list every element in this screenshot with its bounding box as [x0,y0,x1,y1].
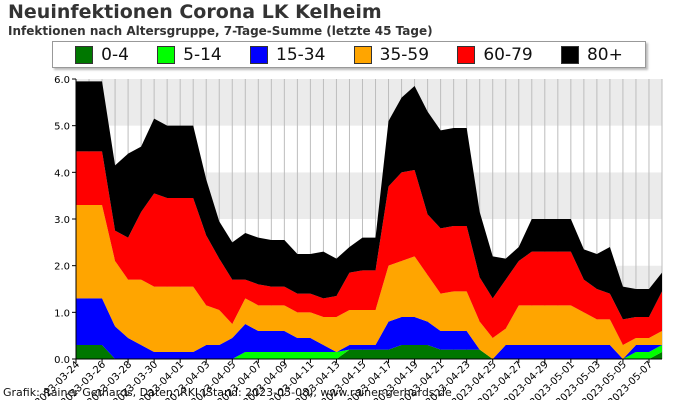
y-tick-labels: 0.0 1.0 2.0 3.0 4.0 5.0 6.0 [54,75,76,366]
legend-swatch-0-4 [75,45,94,64]
legend-swatch-15-34 [250,45,268,64]
area-series-80-plus [76,81,662,320]
legend-item-80-plus: 80+ [560,44,623,65]
legend-item-0-4: 0-4 [75,45,129,65]
chart-subtitle: Infektionen nach Altersgruppe, 7-Tage-Su… [8,24,433,38]
y-tick-label: 2.0 [54,262,70,273]
area-series-0-4 [76,345,662,359]
legend-item-15-34: 15-34 [250,45,325,65]
y-tick-label: 6.0 [54,75,70,86]
y-tick-label: 3.0 [54,215,70,226]
footer-credit: Grafik: Rainer Gerhards, Daten: RKI (Sta… [3,386,452,399]
legend-swatch-60-79 [457,45,476,64]
legend-item-5-14: 5-14 [157,45,222,65]
grid-band [76,79,662,126]
legend-label-15-34: 15-34 [276,44,326,65]
legend-swatch-5-14 [157,45,176,64]
y-tick-label: 4.0 [54,168,70,179]
y-tick-label: 0.0 [54,355,70,366]
legend-label-60-79: 60-79 [483,44,533,65]
area-series-60-79 [76,151,662,345]
legend-label-35-59: 35-59 [379,44,430,65]
area-series-35-59 [76,205,662,359]
y-tick-label: 1.0 [54,308,70,319]
legend-item-60-79: 60-79 [457,44,533,65]
legend-item-35-59: 35-59 [353,44,430,65]
area-series-group [76,81,662,359]
area-series-15-34 [76,298,662,359]
legend-label-80-plus: 80+ [586,44,623,65]
legend-swatch-35-59 [353,45,372,64]
chart-title: Neuinfektionen Corona LK Kelheim [8,1,382,23]
legend: 0-4 5-14 15-34 35-59 60-79 80+ [52,41,646,68]
legend-swatch-80-plus [560,45,579,64]
legend-label-5-14: 5-14 [183,44,222,65]
legend-label-0-4: 0-4 [101,44,129,65]
y-tick-label: 5.0 [54,122,70,133]
